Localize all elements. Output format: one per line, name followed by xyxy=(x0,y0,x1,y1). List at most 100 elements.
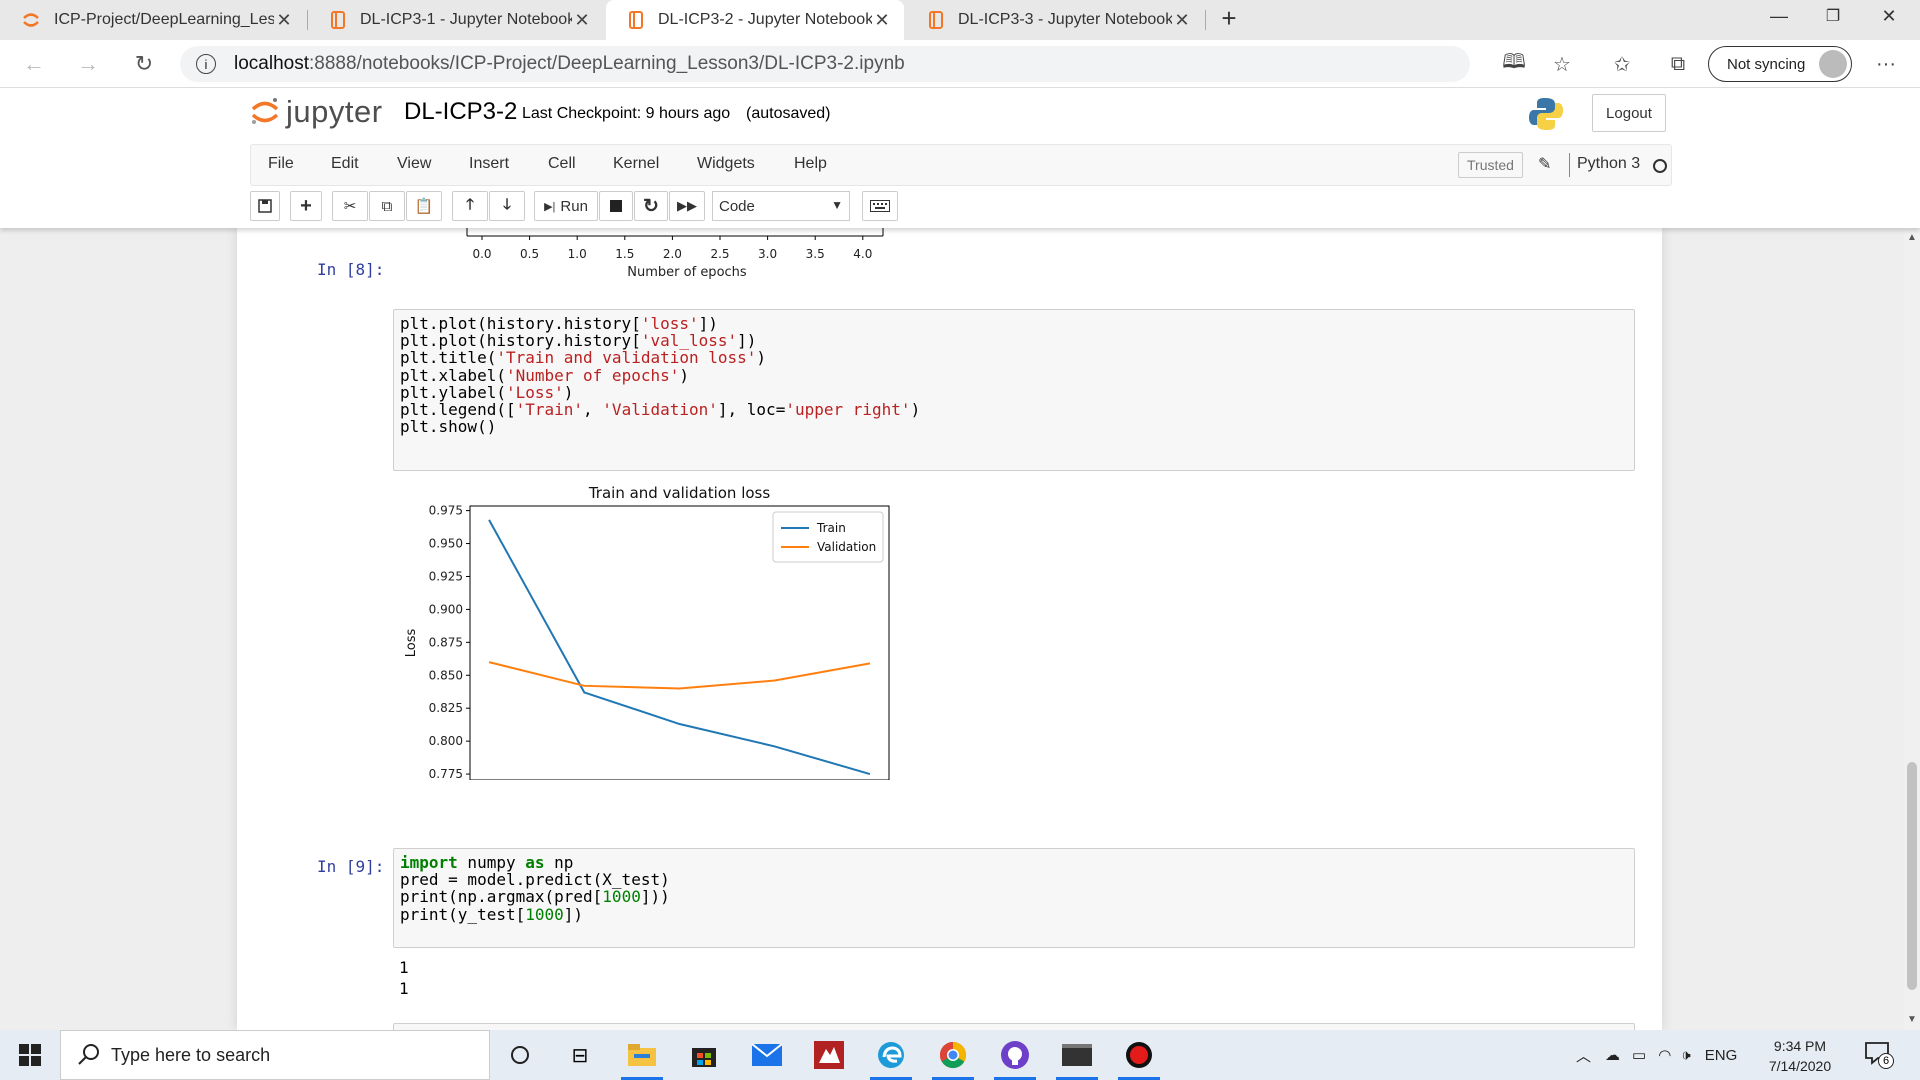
scroll-up-arrow-icon[interactable]: ▲ xyxy=(1907,232,1917,243)
legend-label-validation: Validation xyxy=(817,540,876,554)
windows-start-icon[interactable] xyxy=(0,1030,60,1080)
add-cell-plus-icon[interactable]: + xyxy=(290,191,322,221)
close-tab-icon[interactable]: ✕ xyxy=(874,9,890,30)
back-arrow-icon[interactable]: ← xyxy=(23,51,45,76)
notebook-scroll-area[interactable]: 0.0 0.5 1.0 1.5 2.0 2.5 3.0 3.5 4.0 Number of ep… xyxy=(0,228,1904,1030)
save-icon[interactable] xyxy=(250,191,280,221)
close-tab-icon[interactable]: ✕ xyxy=(276,9,292,30)
close-tab-icon[interactable]: ✕ xyxy=(574,9,590,30)
restart-icon[interactable]: ↻ xyxy=(634,191,668,221)
jupyter-logo[interactable]: jupyter xyxy=(250,94,383,130)
browser-tab-2[interactable]: DL-ICP3-1 - Jupyter Notebook ✕ xyxy=(308,0,604,40)
x-tick-label: 3.5 xyxy=(806,247,825,261)
interrupt-stop-icon[interactable] xyxy=(599,191,633,221)
code-token: plt.legend([ xyxy=(400,400,516,419)
sync-label: Not syncing xyxy=(1727,55,1806,73)
microsoft-store-icon[interactable] xyxy=(677,1035,731,1075)
task-view-icon[interactable]: ⊟ xyxy=(571,1044,589,1067)
restore-window-icon[interactable]: ❐ xyxy=(1825,8,1841,25)
cell9-prompt: In [9]: xyxy=(317,857,385,876)
code-cell-input[interactable]: plt.plot(history.history['loss']) plt.plo… xyxy=(393,309,1635,471)
code-token: import xyxy=(400,853,458,872)
paste-icon[interactable]: 📋 xyxy=(406,191,442,221)
taskbar-search-input[interactable]: Type here to search xyxy=(60,1030,490,1080)
chrome-browser-icon[interactable] xyxy=(926,1035,980,1080)
browser-tab-4[interactable]: DL-ICP3-3 - Jupyter Notebook ✕ xyxy=(906,0,1204,40)
input-language[interactable]: ENG xyxy=(1704,1046,1738,1064)
battery-icon[interactable]: ▭ xyxy=(1632,1047,1647,1064)
more-menu-icon[interactable]: ··· xyxy=(1876,52,1896,75)
code-token: pred = model.predict(X_test) xyxy=(400,870,670,890)
code-token: 'Loss' xyxy=(505,382,564,402)
code-line: plt.title('Train and validation loss') xyxy=(400,348,766,367)
favorites-list-icon[interactable]: ✩ xyxy=(1613,53,1631,76)
wifi-icon[interactable]: ◠ xyxy=(1658,1047,1672,1064)
scrollbar-thumb[interactable] xyxy=(1907,762,1917,990)
github-desktop-icon[interactable] xyxy=(988,1035,1042,1080)
volume-speaker-icon[interactable]: 🕩 xyxy=(1681,1046,1691,1064)
forward-arrow-icon[interactable]: → xyxy=(77,51,99,76)
code-token: plt.plot(history.history[ xyxy=(400,314,641,333)
file-explorer-icon[interactable] xyxy=(615,1035,669,1080)
browser-tab-3-active[interactable]: DL-ICP3-2 - Jupyter Notebook ✕ xyxy=(606,0,904,40)
terminal-icon[interactable] xyxy=(1050,1035,1104,1080)
fast-forward-icon[interactable]: ▶▶ xyxy=(669,191,705,221)
onedrive-cloud-icon[interactable]: ☁ xyxy=(1605,1047,1621,1064)
copy-icon[interactable]: ⧉ xyxy=(369,191,405,221)
vertical-scrollbar[interactable]: ▲ ▼ xyxy=(1904,228,1920,1030)
kernel-name[interactable]: Python 3 xyxy=(1577,155,1641,172)
move-up-arrow-icon[interactable]: 🡑 xyxy=(452,191,488,221)
mail-icon[interactable] xyxy=(740,1035,794,1075)
scroll-down-arrow-icon[interactable]: ▼ xyxy=(1907,1014,1917,1025)
cut-scissors-icon[interactable]: ✂ xyxy=(332,191,368,221)
info-icon[interactable]: i xyxy=(196,54,216,74)
url-path: :8888/notebooks/ICP-Project/DeepLearning… xyxy=(309,53,905,74)
code-line: plt.show() xyxy=(400,417,496,436)
browser-tab-strip: ICP-Project/DeepLearning_Lesso ✕ DL-ICP3… xyxy=(0,0,1920,40)
code-token: numpy xyxy=(457,853,526,872)
plot-frame xyxy=(469,505,890,780)
taskbar-clock[interactable]: 9:34 PM 7/14/2020 xyxy=(1760,1036,1840,1076)
browser-tab-1[interactable]: ICP-Project/DeepLearning_Lesso ✕ xyxy=(0,0,306,40)
next-code-cell-input[interactable] xyxy=(393,1023,1635,1030)
logout-button[interactable]: Logout xyxy=(1592,94,1666,132)
sync-profile-button[interactable]: Not syncing xyxy=(1708,46,1852,82)
minimize-window-icon[interactable]: — xyxy=(1770,5,1788,26)
move-down-arrow-icon[interactable]: 🡓 xyxy=(489,191,525,221)
code-token: 'Validation' xyxy=(602,400,718,419)
menu-help[interactable]: Help xyxy=(794,155,827,172)
menu-insert[interactable]: Insert xyxy=(469,155,510,172)
run-button[interactable]: ▶| Run xyxy=(534,191,598,221)
code-token: plt.ylabel( xyxy=(400,382,506,402)
menu-kernel[interactable]: Kernel xyxy=(613,155,660,172)
trusted-indicator[interactable]: Trusted xyxy=(1458,152,1523,178)
checkpoint-status: Last Checkpoint: 9 hours ago xyxy=(522,105,731,122)
close-window-icon[interactable]: ✕ xyxy=(1881,5,1897,26)
y-tick-label: 0.950 xyxy=(429,537,463,551)
url-input[interactable]: i localhost:8888/notebooks/ICP-Project/D… xyxy=(180,46,1470,82)
menu-view[interactable]: View xyxy=(397,155,432,172)
close-tab-icon[interactable]: ✕ xyxy=(1174,9,1190,30)
menu-widgets[interactable]: Widgets xyxy=(697,155,755,172)
cortana-icon[interactable] xyxy=(493,1035,547,1075)
refresh-icon[interactable]: ↻ xyxy=(134,51,154,76)
action-center-notification-icon[interactable]: 6 xyxy=(1864,1041,1894,1069)
new-tab-plus-icon[interactable]: + xyxy=(1221,2,1237,33)
cell-type-select[interactable]: Code ▼ xyxy=(712,191,850,221)
notebook-name[interactable]: DL-ICP3-2 xyxy=(404,98,518,125)
menu-edit[interactable]: Edit xyxy=(331,155,359,172)
read-aloud-icon[interactable]: 🕮 xyxy=(1502,51,1526,73)
screen-recorder-icon[interactable] xyxy=(1112,1035,1166,1080)
code-cell-input[interactable]: import numpy as np pred = model.predict(X… xyxy=(393,848,1635,948)
collections-icon[interactable]: ⧉ xyxy=(1670,52,1686,75)
wolf-app-icon[interactable] xyxy=(802,1035,856,1075)
edge-browser-icon[interactable] xyxy=(864,1035,918,1080)
menu-cell[interactable]: Cell xyxy=(548,155,576,172)
show-hidden-icons-chevron-icon[interactable]: ︿ xyxy=(1576,1047,1592,1065)
pencil-icon[interactable]: ✎ xyxy=(1538,156,1552,173)
favorite-star-icon[interactable]: ☆ xyxy=(1553,53,1571,76)
keyboard-icon[interactable] xyxy=(862,191,898,221)
code-token: 'Train and validation loss' xyxy=(496,348,757,368)
code-token: plt.title( xyxy=(400,348,497,368)
menu-file[interactable]: File xyxy=(268,155,294,172)
